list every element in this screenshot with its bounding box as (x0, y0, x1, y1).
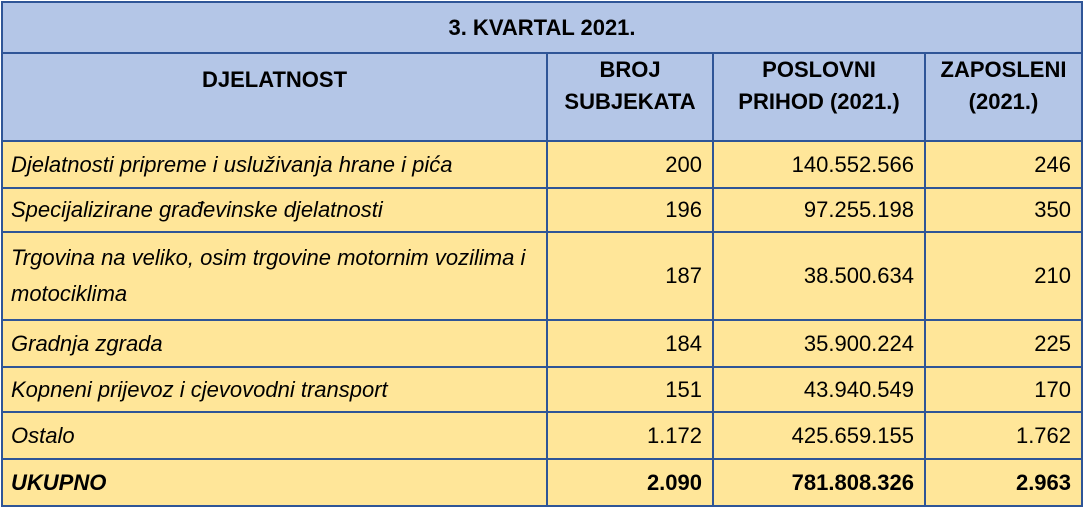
table-row: Kopneni prijevoz i cjevovodni transport … (1, 366, 1083, 413)
cell-djelatnost: Trgovina na veliko, osim trgovine motorn… (1, 231, 548, 321)
cell-broj-subjekata: 200 (546, 140, 714, 189)
table-row: Gradnja zgrada 184 35.900.224 225 (1, 319, 1083, 368)
cell-djelatnost: Kopneni prijevoz i cjevovodni transport (1, 366, 548, 413)
total-row: UKUPNO 2.090 781.808.326 2.963 (1, 458, 1083, 507)
cell-zaposleni: 225 (923, 319, 1083, 368)
cell-djelatnost: Gradnja zgrada (1, 319, 548, 368)
col-header-zaposleni-line1: ZAPOSLENI (940, 57, 1067, 82)
cell-zaposleni: 210 (923, 231, 1083, 321)
col-header-poslovni-prihod: POSLOVNI PRIHOD (2021.) (712, 52, 926, 142)
cell-djelatnost: Ostalo (1, 411, 548, 460)
col-header-broj-subjekata-line2: SUBJEKATA (564, 89, 696, 114)
col-header-zaposleni: ZAPOSLENI (2021.) (923, 52, 1083, 142)
title-row: 3. KVARTAL 2021. (0, 1, 1083, 54)
table-row: Specijalizirane građevinske djelatnosti … (1, 187, 1083, 233)
header-row: DJELATNOST BROJ SUBJEKATA POSLOVNI PRIHOD … (1, 52, 1083, 142)
cell-poslovni-prihod: 140.552.566 (712, 140, 926, 189)
cell-poslovni-prihod: 425.659.155 (712, 411, 926, 460)
col-header-poslovni-prihod-line1: POSLOVNI (762, 57, 876, 82)
cell-broj-subjekata: 151 (546, 366, 714, 413)
cell-broj-subjekata: 184 (546, 319, 714, 368)
cell-broj-subjekata: 1.172 (546, 411, 714, 460)
cell-broj-subjekata: 187 (546, 231, 714, 321)
table-title: 3. KVARTAL 2021. (0, 1, 1083, 54)
cell-djelatnost: Specijalizirane građevinske djelatnosti (1, 187, 548, 233)
col-header-poslovni-prihod-line2: PRIHOD (2021.) (738, 89, 900, 114)
cell-zaposleni: 170 (923, 366, 1083, 413)
table-row: Trgovina na veliko, osim trgovine motorn… (1, 231, 1083, 321)
total-zaposleni: 2.963 (923, 458, 1083, 507)
total-poslovni-prihod: 781.808.326 (712, 458, 926, 507)
col-header-broj-subjekata: BROJ SUBJEKATA (546, 52, 714, 142)
table-row: Ostalo 1.172 425.659.155 1.762 (1, 411, 1083, 460)
cell-poslovni-prihod: 97.255.198 (712, 187, 926, 233)
cell-zaposleni: 350 (923, 187, 1083, 233)
cell-zaposleni: 1.762 (923, 411, 1083, 460)
cell-poslovni-prihod: 38.500.634 (712, 231, 926, 321)
total-label: UKUPNO (1, 458, 548, 507)
total-broj-subjekata: 2.090 (546, 458, 714, 507)
cell-poslovni-prihod: 35.900.224 (712, 319, 926, 368)
col-header-djelatnost: DJELATNOST (1, 52, 548, 142)
col-header-broj-subjekata-line1: BROJ (599, 57, 661, 82)
col-header-djelatnost-line1: DJELATNOST (201, 67, 348, 92)
cell-broj-subjekata: 196 (546, 187, 714, 233)
cell-zaposleni: 246 (923, 140, 1083, 189)
cell-poslovni-prihod: 43.940.549 (712, 366, 926, 413)
table-row: Djelatnosti pripreme i usluživanja hrane… (1, 140, 1083, 189)
col-header-zaposleni-line2: (2021.) (968, 89, 1039, 114)
cell-djelatnost: Djelatnosti pripreme i usluživanja hrane… (1, 140, 548, 189)
